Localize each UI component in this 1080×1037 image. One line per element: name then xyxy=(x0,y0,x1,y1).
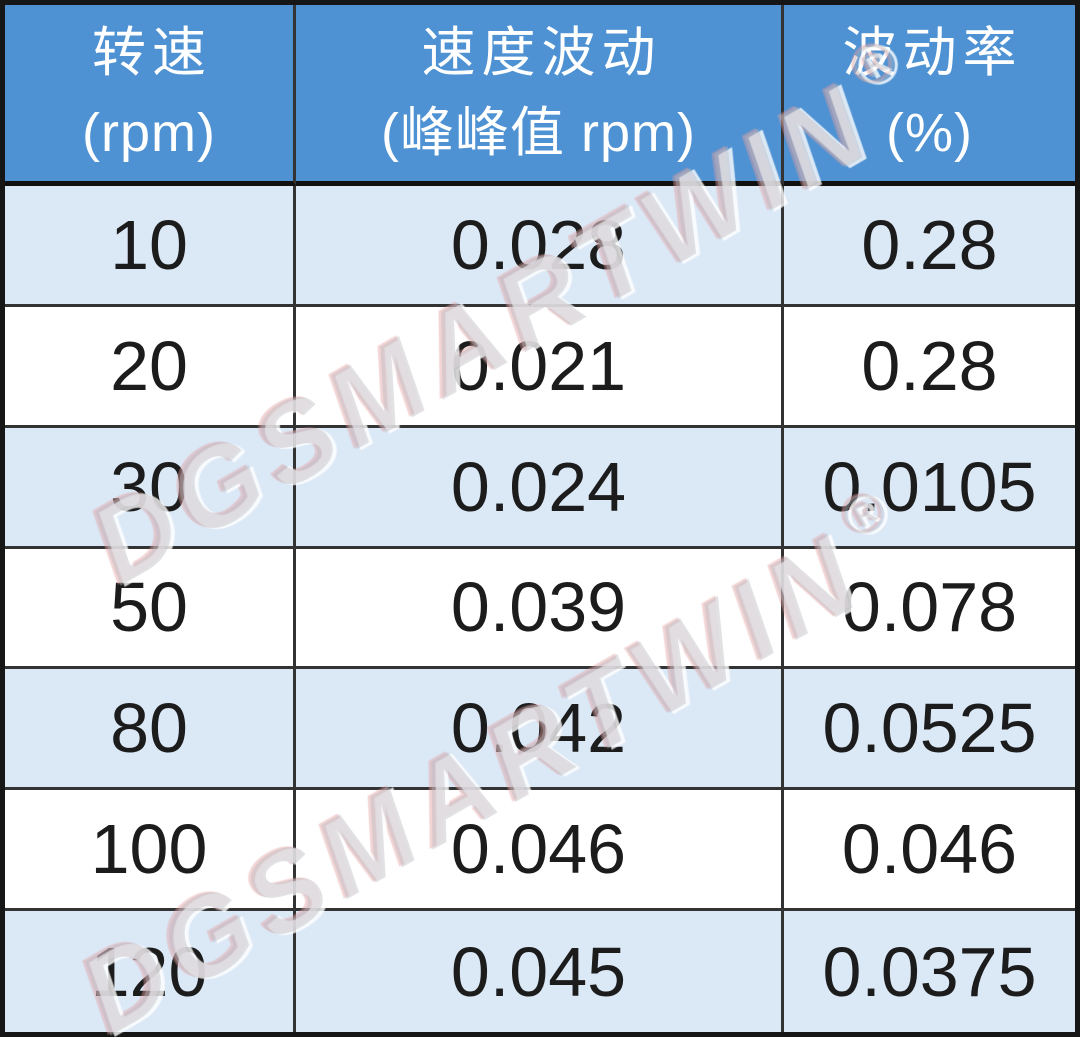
table-cell: 20 xyxy=(5,306,296,428)
column-header-speed: 转速 (rpm) xyxy=(5,5,296,186)
table-cell: 120 xyxy=(5,911,296,1032)
table-cell: 80 xyxy=(5,669,296,791)
table-cell: 0.0375 xyxy=(784,911,1075,1032)
header-line2: (rpm) xyxy=(82,103,216,163)
header-line2: (%) xyxy=(886,103,973,163)
header-line1: 转速 xyxy=(92,23,212,83)
header-line1: 波动率 xyxy=(842,23,1023,83)
table-cell: 30 xyxy=(5,427,296,549)
table-cell: 10 xyxy=(5,186,296,307)
column-header-fluctuation: 速度波动 (峰峰值 rpm) xyxy=(296,5,784,186)
header-line1: 速度波动 xyxy=(421,23,662,83)
table-cell: 0.039 xyxy=(296,548,784,670)
table-cell: 0.28 xyxy=(784,307,1075,428)
table-cell: 0.078 xyxy=(784,549,1075,670)
table-cell: 0.028 xyxy=(296,186,784,307)
table-cell: 0.046 xyxy=(296,790,784,912)
table-cell: 50 xyxy=(5,548,296,670)
table-cell: 0.021 xyxy=(296,306,784,428)
table-cell: 0.0525 xyxy=(784,669,1075,791)
table-cell: 100 xyxy=(5,790,296,912)
table-cell: 0.28 xyxy=(784,186,1075,307)
table-cell: 0.0105 xyxy=(784,427,1075,549)
table-cell: 0.024 xyxy=(296,427,784,549)
table-cell: 0.045 xyxy=(296,911,784,1032)
header-line2: (峰峰值 rpm) xyxy=(381,103,696,163)
column-header-fluctuation-rate: 波动率 (%) xyxy=(784,5,1075,186)
table-cell: 0.042 xyxy=(296,669,784,791)
table-cell: 0.046 xyxy=(784,790,1075,912)
